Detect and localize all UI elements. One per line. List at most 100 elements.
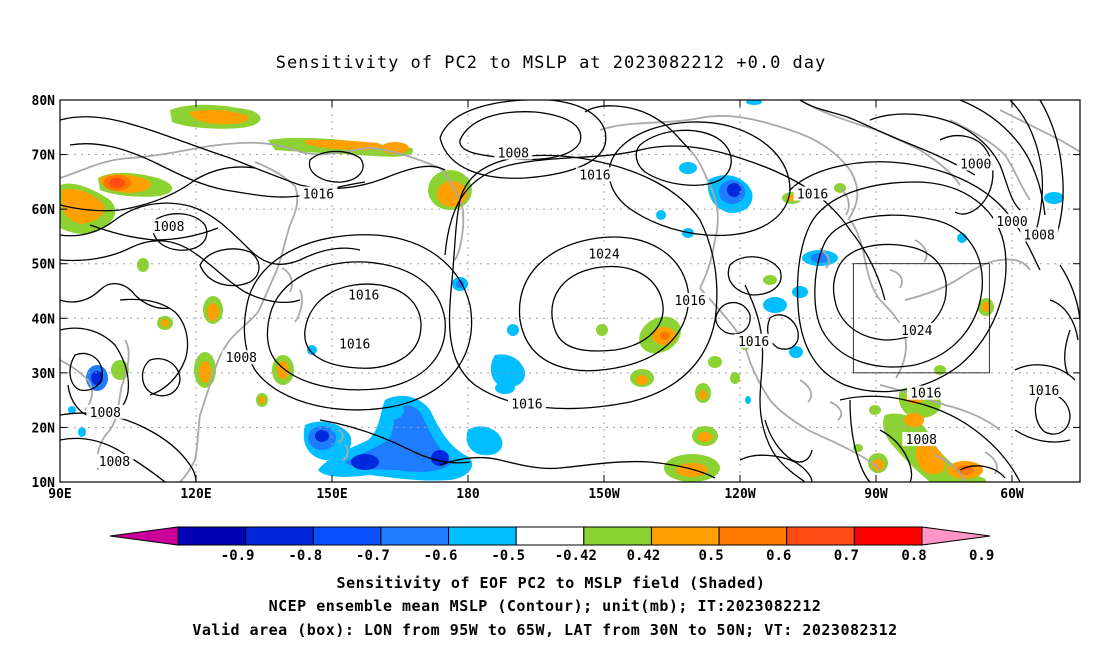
caption-line-1: Sensitivity of EOF PC2 to MSLP field (Sh…	[337, 574, 766, 592]
shaded-region	[660, 332, 670, 340]
coastline-segment	[879, 384, 1001, 431]
mslp-isobar	[266, 261, 446, 391]
mslp-isobar	[744, 284, 806, 482]
colorbar-label: -0.5	[491, 548, 525, 564]
shaded-region	[1044, 192, 1064, 204]
mslp-contours	[60, 100, 1080, 482]
lon-label: 150E	[316, 487, 347, 502]
contour-label: 1016	[511, 398, 542, 413]
colorbar-box	[245, 526, 314, 546]
colorbar-label: 0.42	[627, 548, 661, 564]
contour-label: 1016	[348, 288, 379, 303]
shaded-region	[305, 139, 382, 151]
shaded-region	[596, 324, 608, 336]
contour-label: 1016	[797, 188, 828, 203]
shaded-region	[466, 426, 503, 456]
mslp-isobar	[60, 412, 197, 482]
map-frame	[59, 99, 1081, 483]
lat-label: 50N	[32, 258, 56, 273]
coastline-segment	[914, 239, 928, 263]
contour-label-bg	[494, 145, 533, 160]
shaded-region	[746, 100, 762, 105]
colorbar-box	[583, 526, 652, 546]
shaded-region	[727, 183, 741, 197]
mslp-isobar	[243, 234, 473, 411]
coastline-segment	[341, 444, 349, 461]
shaded-region	[507, 324, 519, 336]
colorbar-min-arrow	[109, 526, 179, 546]
shaded-region	[957, 233, 967, 243]
contour-label-bg	[299, 186, 338, 201]
colorbar-label: -0.9	[221, 548, 255, 564]
coastline-segment	[60, 141, 465, 261]
colorbar-label: 0.6	[766, 548, 791, 564]
mslp-isobar	[60, 166, 256, 212]
contour-label-bg	[906, 385, 945, 400]
contour-label: 1016	[303, 188, 334, 203]
coastline-segment	[849, 219, 907, 379]
lat-label: 10N	[32, 476, 56, 491]
lat-label: 70N	[32, 149, 56, 164]
coastline-segment	[949, 119, 1031, 201]
contour-label-bg	[507, 396, 546, 411]
axis-ticks	[59, 99, 1080, 483]
colorbar-box	[380, 526, 450, 546]
contour-label-bg	[95, 453, 134, 468]
shaded-region	[698, 432, 712, 442]
contour-label-bg	[1024, 382, 1063, 397]
coastline-segment	[337, 429, 344, 443]
colorbar-label: 0.5	[698, 548, 723, 564]
lon-label: 90E	[48, 487, 71, 502]
contour-label-bg	[335, 336, 374, 351]
shaded-region	[199, 361, 211, 383]
mslp-isobar	[1049, 299, 1079, 341]
mslp-isobar	[308, 150, 364, 183]
contour-label-bg	[897, 322, 936, 337]
coastline-segment	[904, 258, 1031, 301]
coastline-segment	[829, 401, 843, 421]
shaded-region	[789, 346, 803, 358]
shaded-region	[636, 375, 648, 385]
contour-label-bg	[956, 156, 995, 171]
contour-label-bg	[993, 213, 1031, 228]
lon-label: 60W	[1000, 487, 1024, 502]
contour-labels: 1008101610161016100010001008100810241016…	[86, 145, 1063, 470]
contour-label: 1000	[960, 157, 991, 172]
contour-label: 1016	[579, 168, 610, 183]
mslp-isobar	[304, 283, 422, 369]
shaded-region	[982, 302, 990, 312]
coastline-segment	[281, 267, 293, 293]
contour-label: 1008	[906, 433, 937, 448]
contour-label-bg	[793, 186, 832, 201]
contour-label-bg	[671, 292, 710, 307]
contour-label: 1008	[226, 351, 257, 366]
mslp-isobar	[799, 100, 976, 176]
colorbar-box	[853, 526, 923, 546]
shaded-region	[207, 303, 219, 321]
mslp-isobar	[796, 181, 1007, 393]
shaded-region	[676, 463, 708, 477]
lat-label: 60N	[32, 203, 56, 218]
shaded-region	[872, 459, 884, 471]
mslp-isobar	[551, 265, 664, 352]
lat-label: 80N	[32, 94, 56, 109]
coastline-segment	[999, 109, 1080, 153]
shaded-region	[904, 413, 924, 427]
contour-label: 1016	[738, 335, 769, 350]
mslp-isobar	[69, 352, 103, 391]
mslp-isobar	[789, 161, 1041, 271]
mslp-isobar	[448, 154, 718, 410]
caption-line-2: NCEP ensemble mean MSLP (Contour); unit(…	[269, 597, 822, 615]
contour-label: 1016	[1028, 384, 1059, 399]
mslp-isobar	[459, 111, 582, 161]
coastline-segment	[934, 454, 966, 482]
contour-label: 1016	[910, 387, 941, 402]
colorbar-label: 0.8	[901, 548, 926, 564]
shaded-region	[386, 401, 404, 419]
shaded-region	[307, 345, 317, 355]
coastline-segment	[799, 100, 961, 186]
mslp-isobar	[152, 213, 208, 251]
lon-label: 150W	[588, 487, 619, 502]
coastline-segment	[599, 115, 859, 221]
